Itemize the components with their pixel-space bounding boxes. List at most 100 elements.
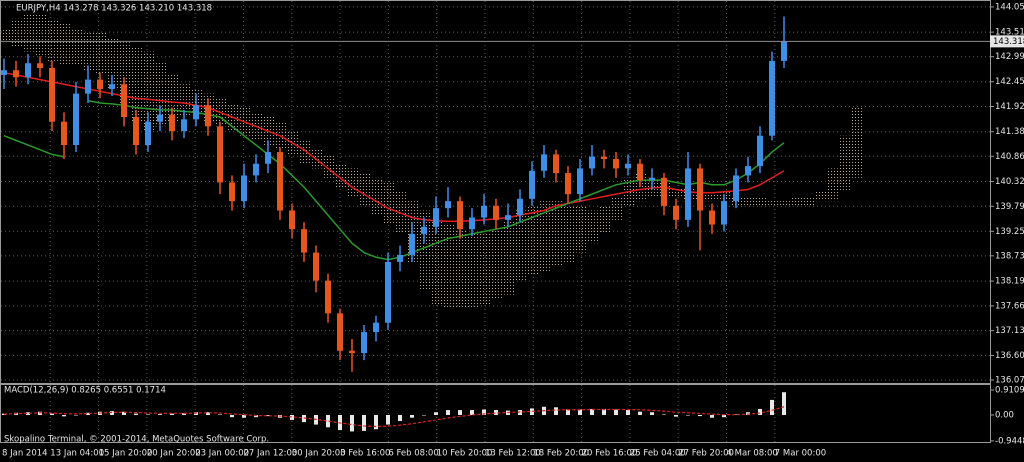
candle-body bbox=[661, 177, 667, 206]
macd-bar bbox=[374, 414, 378, 430]
cloud-segment bbox=[130, 46, 142, 122]
macd-bar bbox=[74, 414, 78, 416]
candle-body bbox=[13, 70, 19, 78]
candle-body bbox=[541, 154, 547, 171]
macd-bar bbox=[218, 414, 222, 415]
cloud-segment bbox=[742, 196, 754, 206]
cloud-segment bbox=[466, 233, 478, 309]
candle-body bbox=[769, 60, 775, 136]
cloud-segment bbox=[814, 191, 826, 202]
cloud-segment bbox=[550, 201, 562, 267]
candle-body bbox=[325, 280, 331, 314]
cloud-segment bbox=[490, 229, 502, 300]
y-tick-label: 144.055 bbox=[995, 2, 1024, 12]
macd-bar bbox=[86, 412, 90, 415]
x-tick-label: 13 Jan 04:00 bbox=[50, 449, 104, 459]
macd-bar bbox=[698, 414, 702, 417]
macd-bar bbox=[530, 408, 534, 415]
last-price-label: 143.318 bbox=[993, 37, 1024, 47]
cloud-segment bbox=[34, 14, 46, 57]
x-tick-label: 18 Feb 20:00 bbox=[533, 449, 589, 459]
candle-body bbox=[613, 159, 619, 169]
macd-bar bbox=[590, 408, 594, 415]
candle-body bbox=[253, 163, 259, 176]
candle-body bbox=[433, 208, 439, 227]
cloud-segment bbox=[334, 163, 346, 188]
macd-y-tick-label: 0.00 bbox=[995, 410, 1014, 420]
candle-body bbox=[97, 79, 103, 89]
candle-body bbox=[301, 229, 307, 253]
macd-y-tick-label: -0.9448 bbox=[995, 436, 1024, 446]
cloud-segment bbox=[526, 205, 538, 276]
macd-bar bbox=[230, 414, 234, 418]
x-tick-label: 3 Feb 16:00 bbox=[340, 449, 390, 459]
macd-bar bbox=[638, 411, 642, 415]
candle-body bbox=[385, 261, 391, 323]
macd-bar bbox=[710, 414, 714, 418]
candle-body bbox=[289, 210, 295, 230]
candle-body bbox=[229, 182, 235, 202]
macd-bar bbox=[362, 414, 366, 431]
candle-body bbox=[49, 67, 55, 122]
y-tick-label: 137.130 bbox=[995, 326, 1024, 336]
y-tick-label: 138.730 bbox=[995, 251, 1024, 261]
macd-bar bbox=[422, 414, 426, 416]
x-tick-label: 6 Feb 08:00 bbox=[388, 449, 438, 459]
x-tick-label: 8 Jan 2014 bbox=[2, 449, 48, 459]
macd-bar bbox=[662, 414, 666, 415]
cloud-segment bbox=[766, 201, 778, 206]
cloud-segment bbox=[298, 140, 310, 164]
cloud-segment bbox=[790, 196, 802, 206]
macd-bar bbox=[266, 414, 270, 417]
cloud-segment bbox=[598, 205, 610, 234]
candle-body bbox=[241, 175, 247, 202]
macd-bar bbox=[602, 408, 606, 415]
macd-bar bbox=[158, 414, 162, 415]
candle-body bbox=[457, 201, 463, 230]
macd-bar bbox=[170, 413, 174, 415]
macd-bar bbox=[494, 410, 498, 415]
candle-body bbox=[481, 205, 487, 218]
candle-body bbox=[589, 156, 595, 169]
macd-bar bbox=[206, 412, 210, 415]
macd-bar bbox=[326, 414, 330, 428]
moving-average bbox=[3, 99, 785, 261]
candle-body bbox=[265, 152, 271, 164]
macd-bar bbox=[410, 414, 414, 418]
candle-body bbox=[529, 170, 535, 199]
candle-body bbox=[685, 168, 691, 220]
cloud-segment bbox=[454, 229, 466, 309]
y-tick-label: 137.660 bbox=[995, 301, 1024, 311]
macd-bar bbox=[398, 414, 402, 422]
cloud-segment bbox=[574, 205, 586, 253]
cloud-segment bbox=[754, 196, 766, 206]
y-tick-label: 138.190 bbox=[995, 277, 1024, 287]
cloud-segment bbox=[106, 37, 118, 89]
candle-body bbox=[373, 322, 379, 333]
candle-body bbox=[193, 105, 199, 120]
cloud-segment bbox=[322, 154, 334, 178]
macd-bar bbox=[734, 414, 738, 415]
last-price-box bbox=[990, 35, 1024, 48]
candle-body bbox=[85, 79, 91, 94]
macd-bar bbox=[470, 410, 474, 415]
moving-average bbox=[3, 71, 785, 222]
cloud-segment bbox=[22, 14, 34, 52]
y-tick-label: 141.385 bbox=[995, 127, 1024, 137]
candle-body bbox=[61, 121, 67, 146]
cloud-segment bbox=[706, 191, 718, 202]
candle-body bbox=[349, 350, 355, 354]
candle-body bbox=[577, 168, 583, 195]
cloud-segment bbox=[46, 18, 58, 61]
candle-body bbox=[361, 332, 367, 354]
x-tick-label: 20 Feb 16:00 bbox=[582, 449, 638, 459]
candle-body bbox=[121, 84, 127, 118]
macd-panel-frame bbox=[0, 384, 991, 443]
candle-body bbox=[337, 313, 343, 351]
cloud-segment bbox=[370, 177, 382, 216]
cloud-segment bbox=[0, 28, 10, 43]
cloud-segment bbox=[778, 201, 790, 206]
cloud-segment bbox=[178, 84, 190, 118]
